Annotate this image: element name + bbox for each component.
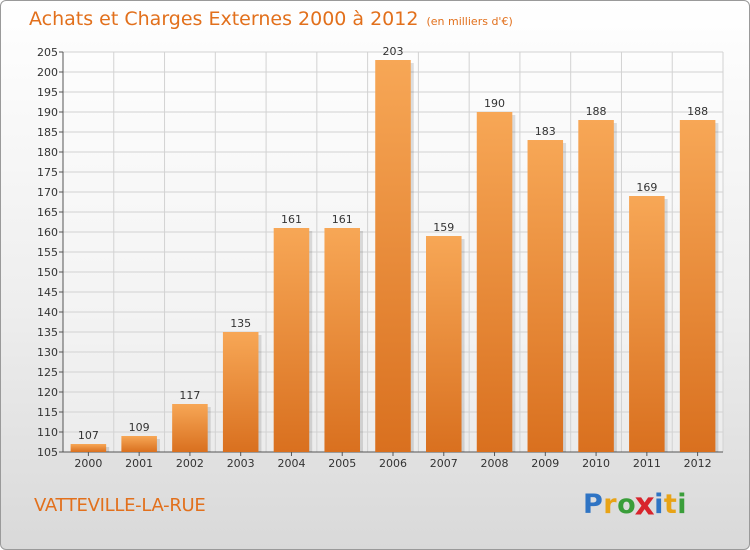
logo-letter: i xyxy=(677,489,688,520)
bar-layer xyxy=(70,60,719,452)
x-tick-label-2001: 2001 xyxy=(125,457,153,470)
y-tick-label: 190 xyxy=(37,106,58,119)
y-tick-label: 140 xyxy=(37,306,58,319)
y-tick-label: 180 xyxy=(37,146,58,159)
bar-2002 xyxy=(172,404,208,452)
value-label-2005: 161 xyxy=(332,213,353,226)
y-tick-label: 135 xyxy=(37,326,58,339)
proxiti-logo[interactable]: Proxiti xyxy=(583,486,688,523)
bar-2003 xyxy=(222,332,259,452)
y-tick-label: 160 xyxy=(37,226,58,239)
logo-letter: i xyxy=(654,489,664,520)
y-tick-label: 120 xyxy=(37,386,58,399)
value-label-layer: 107 109 117 135 161 161 203 159 190 183 188 169 188 xyxy=(78,45,708,442)
bar-2000 xyxy=(70,444,107,452)
y-tick-label: 130 xyxy=(37,346,58,359)
x-tick-label-2003: 2003 xyxy=(227,457,255,470)
commune-name: VATTEVILLE-LA-RUE xyxy=(34,495,206,516)
x-tick-label-2011: 2011 xyxy=(633,457,661,470)
y-tick-label: 125 xyxy=(37,366,58,379)
y-tick-label: 155 xyxy=(37,246,58,259)
x-tick-label-2006: 2006 xyxy=(379,457,407,470)
x-tick-label-2000: 2000 xyxy=(74,457,102,470)
value-label-2003: 135 xyxy=(230,317,251,330)
bar-2010 xyxy=(578,120,614,452)
y-tick-label: 145 xyxy=(37,286,58,299)
y-tick-label: 195 xyxy=(37,86,58,99)
value-label-2012: 188 xyxy=(687,105,708,118)
value-label-2010: 188 xyxy=(586,105,607,118)
bar-2012 xyxy=(679,120,716,452)
y-tick-label: 200 xyxy=(37,66,58,79)
x-tick-label-2002: 2002 xyxy=(176,457,204,470)
x-tick-label-2010: 2010 xyxy=(582,457,610,470)
y-tick-label: 110 xyxy=(37,426,58,439)
bar-2005 xyxy=(324,228,360,452)
chart-subtitle: (en milliers d'€) xyxy=(426,15,513,28)
logo-letter: t xyxy=(663,489,678,520)
value-label-2001: 109 xyxy=(129,421,150,434)
chart-title-block: Achats et Charges Externes 2000 à 2012 (e… xyxy=(29,8,513,30)
bar-2011 xyxy=(629,196,665,452)
y-tick-label: 115 xyxy=(37,406,58,419)
value-label-2011: 169 xyxy=(636,181,657,194)
x-tick-label-2009: 2009 xyxy=(531,457,559,470)
bar-2008 xyxy=(476,112,513,452)
value-label-2006: 203 xyxy=(383,45,404,58)
x-tick-label-2005: 2005 xyxy=(328,457,356,470)
y-tick-label: 150 xyxy=(37,266,58,279)
value-label-2009: 183 xyxy=(535,125,556,138)
value-label-2004: 161 xyxy=(281,213,302,226)
logo-letter: x xyxy=(634,486,656,523)
y-tick-label: 205 xyxy=(37,46,58,59)
bar-2009 xyxy=(527,140,564,452)
value-label-2008: 190 xyxy=(484,97,505,110)
value-label-2007: 159 xyxy=(433,221,454,234)
x-tick-label-2008: 2008 xyxy=(481,457,509,470)
y-tick-label: 175 xyxy=(37,166,58,179)
axis-layer: 105 110 115 120 125 130 135 140 145 150 155 160 165 1… xyxy=(37,46,723,470)
value-label-2002: 117 xyxy=(179,389,200,402)
value-label-2000: 107 xyxy=(78,429,99,442)
x-tick-label-2007: 2007 xyxy=(430,457,458,470)
bar-2007 xyxy=(426,236,462,452)
y-tick-label: 170 xyxy=(37,186,58,199)
y-tick-label: 185 xyxy=(37,126,58,139)
bar-2006 xyxy=(375,60,411,452)
bar-2001 xyxy=(121,436,157,452)
logo-letter: o xyxy=(617,489,637,520)
x-tick-label-2004: 2004 xyxy=(277,457,305,470)
x-tick-label-2012: 2012 xyxy=(684,457,712,470)
logo-letter: P xyxy=(583,489,604,520)
logo-letter: r xyxy=(603,489,618,520)
y-tick-label: 165 xyxy=(37,206,58,219)
chart-title: Achats et Charges Externes 2000 à 2012 xyxy=(29,8,419,30)
bar-2004 xyxy=(273,228,310,452)
y-tick-label: 105 xyxy=(37,446,58,459)
